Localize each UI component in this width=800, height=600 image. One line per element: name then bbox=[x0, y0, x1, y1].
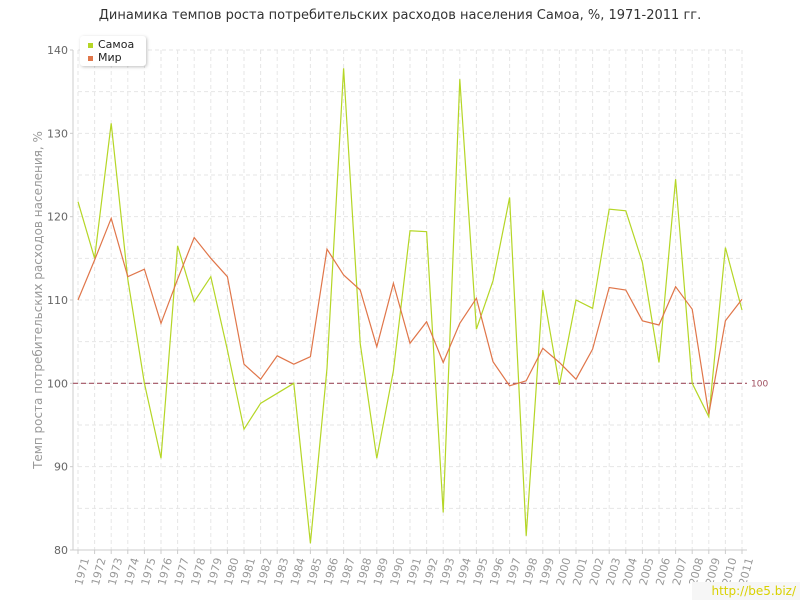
y-tick-label: 110 bbox=[47, 294, 68, 307]
chart-title: Динамика темпов роста потребительских ра… bbox=[98, 8, 702, 23]
y-tick-label: 130 bbox=[47, 127, 68, 140]
legend-item-world[interactable]: Мир bbox=[88, 51, 122, 64]
y-tick-label: 80 bbox=[54, 544, 68, 557]
y-tick-label: 100 bbox=[47, 377, 68, 390]
series-line-world bbox=[77, 216, 743, 415]
y-tick-label: 90 bbox=[54, 461, 68, 474]
watermark-link[interactable]: http://be5.biz/ bbox=[692, 582, 800, 600]
y-tick-label: 120 bbox=[47, 211, 68, 224]
y-tick-label: 140 bbox=[47, 44, 68, 57]
series-line-samoa bbox=[77, 68, 743, 544]
y-axis-label: Темп роста потребительских расходов насе… bbox=[31, 131, 45, 469]
legend: Самоа Мир bbox=[80, 36, 146, 66]
legend-swatch-world bbox=[88, 55, 93, 61]
legend-swatch-samoa bbox=[88, 42, 93, 48]
legend-item-samoa[interactable]: Самоа bbox=[88, 38, 134, 51]
reference-line-label: 100 bbox=[751, 379, 768, 389]
legend-label-samoa: Самоа bbox=[98, 38, 135, 51]
legend-label-world: Мир bbox=[98, 51, 122, 64]
